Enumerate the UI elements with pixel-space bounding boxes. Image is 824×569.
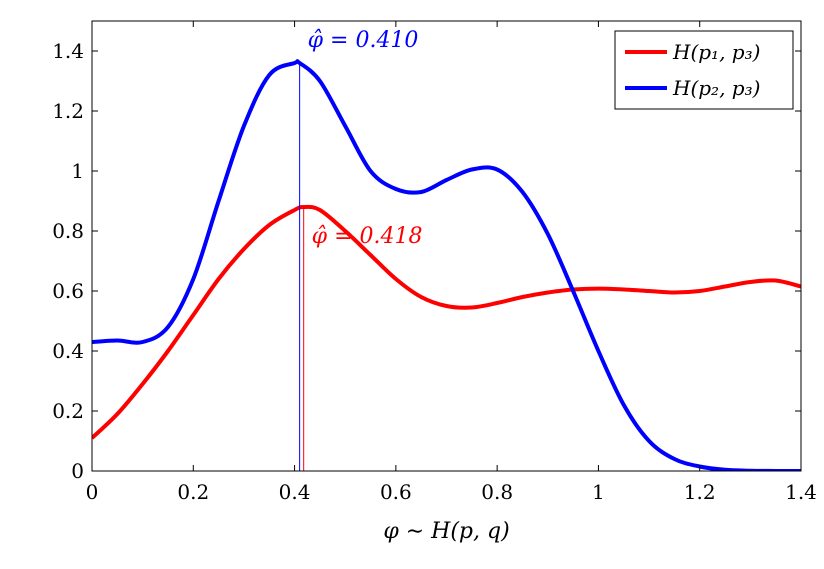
series-line-1 — [92, 204, 801, 440]
peak-annotation-1: φ̂ = 0.410 — [308, 28, 419, 53]
x-tick-label: 0.2 — [177, 480, 209, 504]
legend-box — [614, 30, 794, 110]
y-tick-label: 0.4 — [52, 339, 84, 363]
legend: H(p₁, p₃) H(p₂, p₃) — [614, 30, 794, 110]
x-tick-label: 0.4 — [279, 480, 311, 504]
legend-label-2: H(p₂, p₃) — [672, 76, 760, 100]
y-tick-label: 1.4 — [52, 39, 84, 63]
x-tick-label: 1.2 — [684, 480, 716, 504]
plot-frame — [91, 20, 802, 472]
x-axis-label: φ ∼ H(p, q) — [383, 519, 509, 544]
x-tick-label: 0.8 — [481, 480, 513, 504]
x-tick-label: 1 — [592, 480, 605, 504]
y-tick-label: 0.6 — [52, 279, 84, 303]
series-curves — [92, 59, 801, 471]
y-tick-label: 1 — [71, 159, 84, 183]
series-line-2 — [92, 59, 801, 471]
axis-ticks: 0 0.2 0.4 0.6 0.8 1 1.2 1.4 0 0.2 0.4 0.6 0.8 1 1.2 1.4 — [52, 21, 817, 504]
peak-annotation-2: φ̂ = 0.418 — [312, 224, 423, 249]
y-tick-label: 0 — [71, 459, 84, 483]
peak-lines — [299, 63, 305, 471]
peak-annotations: φ̂ = 0.410 φ̂ = 0.418 — [308, 28, 423, 249]
y-tick-label: 1.2 — [52, 99, 84, 123]
y-tick-label: 0.2 — [52, 399, 84, 423]
x-tick-label: 1.4 — [785, 480, 817, 504]
x-tick-label: 0 — [86, 480, 99, 504]
legend-label-1: H(p₁, p₃) — [672, 40, 760, 64]
x-tick-label: 0.6 — [380, 480, 412, 504]
y-tick-label: 0.8 — [52, 219, 84, 243]
